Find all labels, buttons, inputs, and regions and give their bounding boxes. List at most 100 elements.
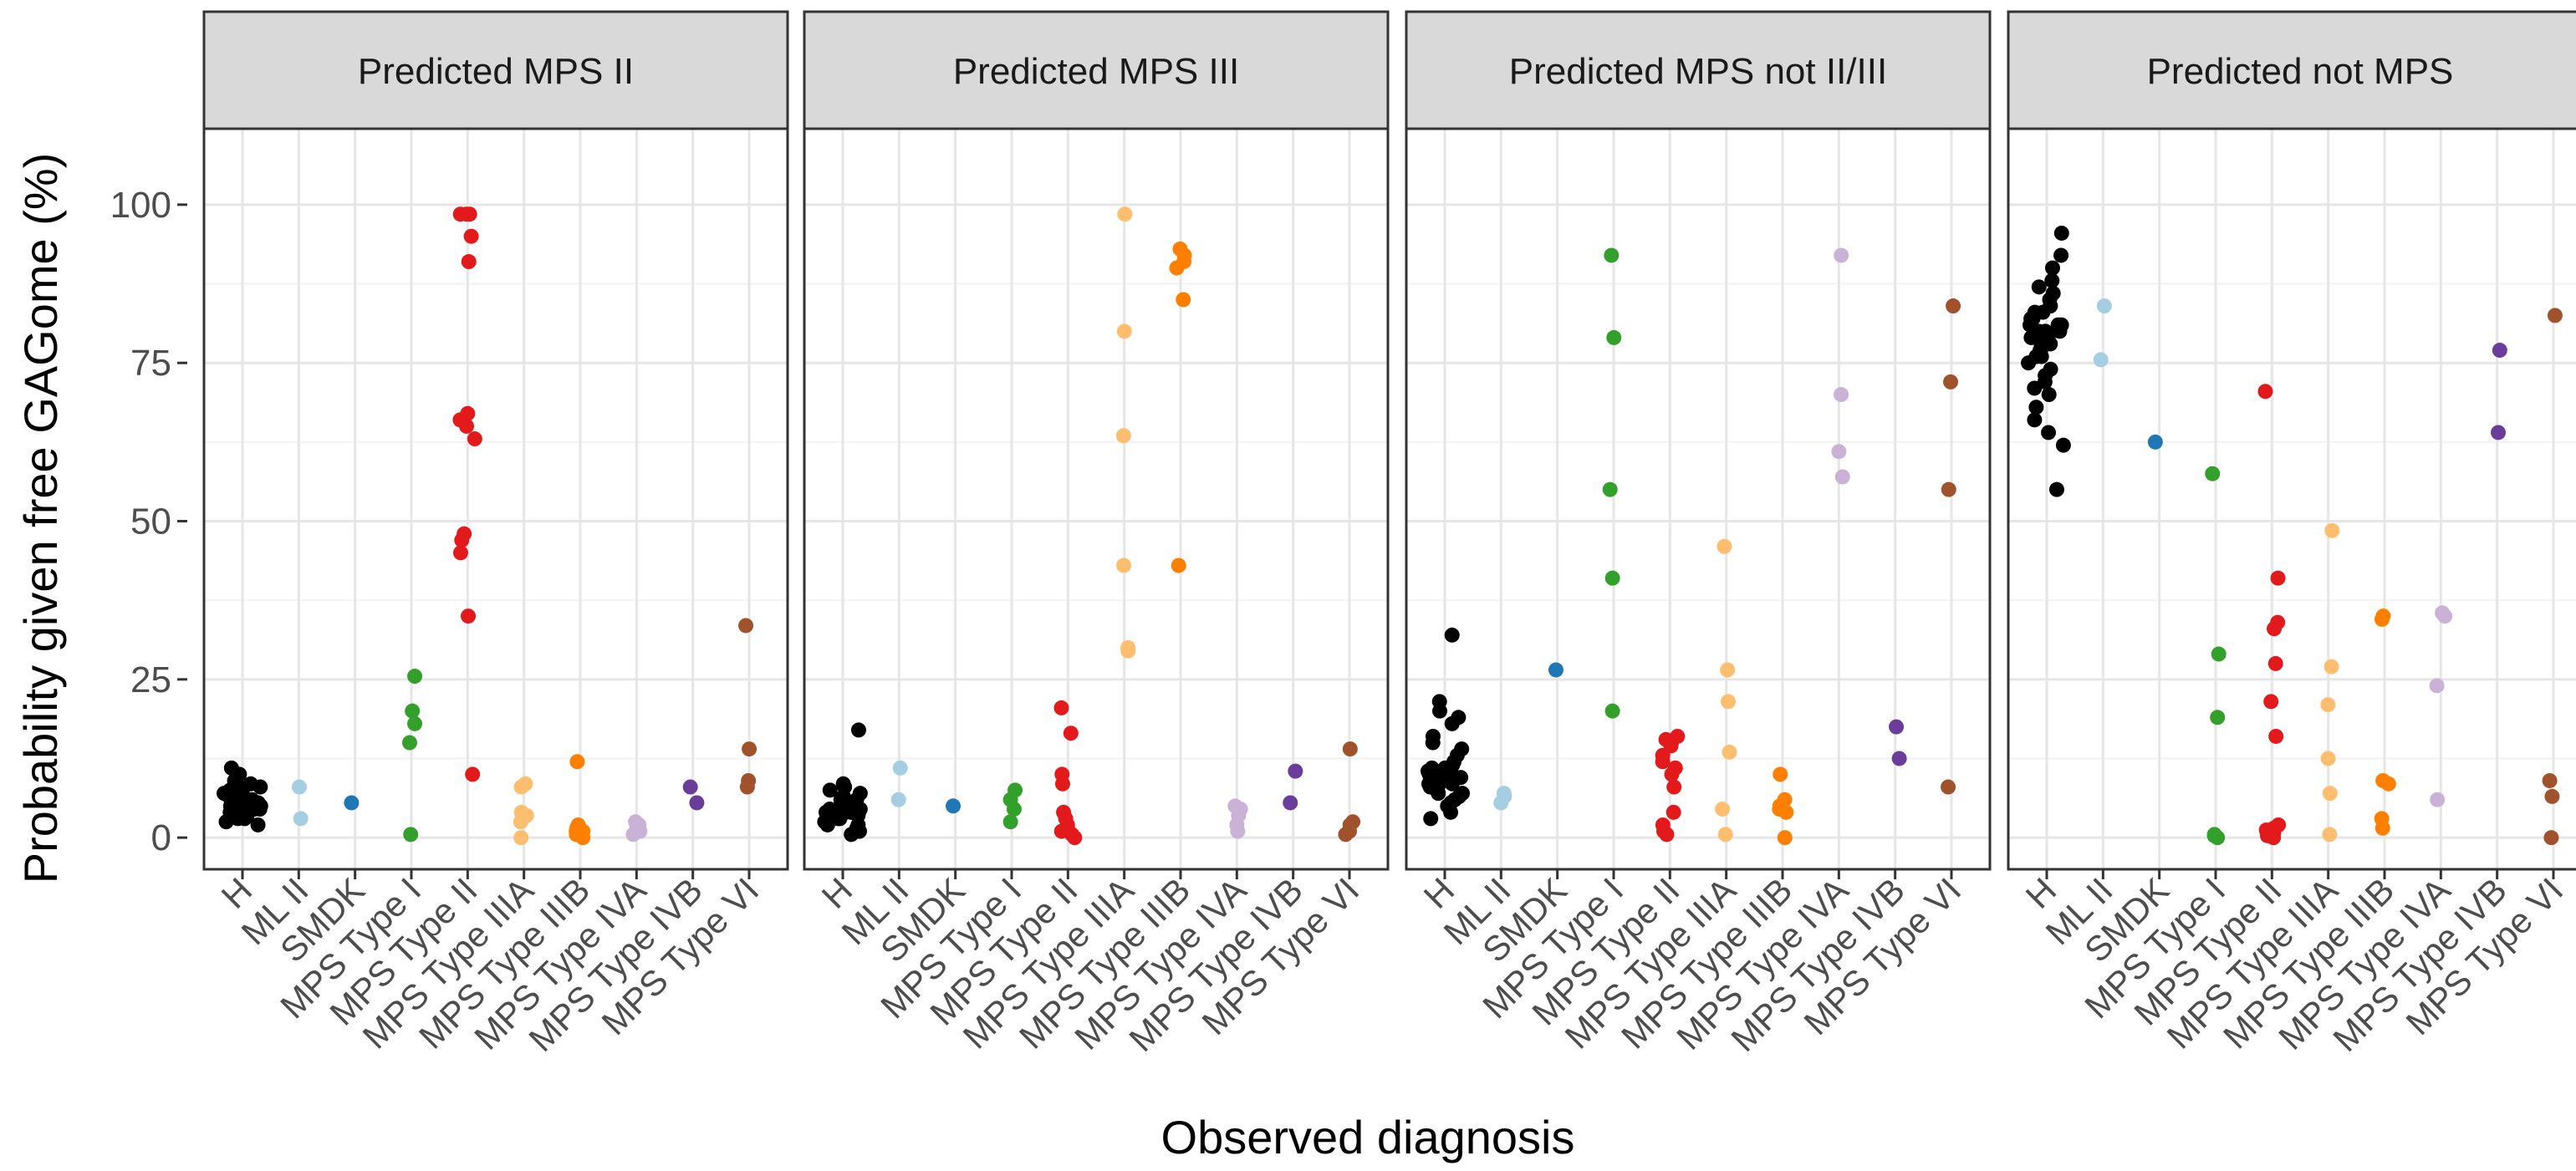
data-point bbox=[2492, 343, 2507, 359]
data-point bbox=[1717, 827, 1733, 843]
data-point bbox=[457, 526, 472, 542]
x-axis-title: Observed diagnosis bbox=[1161, 1111, 1575, 1163]
data-point bbox=[2206, 827, 2222, 843]
data-point bbox=[2491, 425, 2507, 440]
data-point bbox=[2268, 728, 2284, 744]
data-point bbox=[293, 811, 309, 827]
data-point bbox=[946, 798, 962, 814]
data-point bbox=[742, 741, 757, 757]
data-point bbox=[2429, 678, 2445, 694]
data-point bbox=[1834, 469, 1850, 485]
data-point bbox=[822, 782, 838, 798]
data-point bbox=[2028, 400, 2044, 415]
data-point bbox=[452, 545, 468, 561]
data-point bbox=[738, 618, 754, 634]
data-point bbox=[1834, 247, 1849, 263]
data-point bbox=[2435, 605, 2451, 621]
data-point bbox=[1455, 786, 1471, 802]
facet-strip bbox=[2007, 10, 2576, 130]
data-point bbox=[2430, 792, 2446, 807]
data-point bbox=[2374, 811, 2390, 827]
data-point bbox=[1345, 814, 1361, 830]
data-point bbox=[1667, 760, 1683, 776]
data-point bbox=[1720, 662, 1736, 678]
data-point bbox=[2210, 710, 2226, 726]
data-point bbox=[1117, 206, 1133, 222]
data-point bbox=[2375, 772, 2391, 788]
data-point bbox=[1054, 766, 1070, 782]
y-tick-label: 100 bbox=[110, 185, 171, 226]
data-point bbox=[1172, 241, 1188, 257]
data-point bbox=[1834, 387, 1849, 403]
data-point bbox=[1342, 741, 1358, 757]
data-point bbox=[1063, 726, 1079, 741]
data-point bbox=[1665, 804, 1681, 820]
data-point bbox=[513, 804, 529, 820]
data-point bbox=[2044, 272, 2060, 288]
data-point bbox=[2053, 247, 2069, 263]
data-point bbox=[2270, 570, 2286, 586]
data-point bbox=[1604, 570, 1620, 586]
data-point bbox=[1425, 728, 1441, 744]
data-point bbox=[1283, 795, 1298, 811]
data-point bbox=[2324, 659, 2339, 675]
data-point bbox=[1666, 779, 1682, 795]
facet-strip bbox=[803, 10, 1390, 130]
data-point bbox=[2543, 830, 2559, 846]
data-point bbox=[1115, 428, 1131, 444]
data-point bbox=[2053, 317, 2069, 333]
data-point bbox=[2041, 425, 2057, 440]
data-point bbox=[2322, 827, 2338, 843]
data-point bbox=[1889, 719, 1905, 735]
data-point bbox=[1773, 766, 1788, 782]
data-point bbox=[2043, 361, 2058, 377]
data-point bbox=[2375, 608, 2391, 624]
data-point bbox=[890, 792, 906, 807]
data-point bbox=[1777, 830, 1793, 846]
data-point bbox=[1496, 786, 1512, 802]
data-point bbox=[401, 735, 417, 751]
data-point bbox=[1720, 694, 1736, 710]
data-point bbox=[2027, 412, 2043, 428]
y-tick-label: 75 bbox=[130, 343, 171, 384]
data-point bbox=[2263, 694, 2279, 710]
data-point bbox=[1176, 292, 1191, 308]
data-point bbox=[2547, 308, 2563, 323]
data-point bbox=[242, 776, 258, 792]
data-point bbox=[2041, 387, 2057, 403]
data-point bbox=[2322, 786, 2338, 802]
y-tick-label: 50 bbox=[130, 501, 171, 542]
data-point bbox=[1171, 557, 1186, 573]
y-tick-label: 0 bbox=[151, 817, 171, 858]
data-point bbox=[1423, 811, 1439, 827]
data-point bbox=[1002, 814, 1018, 830]
data-point bbox=[2045, 285, 2061, 301]
data-point bbox=[682, 779, 698, 795]
data-point bbox=[2324, 522, 2340, 538]
data-point bbox=[1716, 538, 1732, 554]
data-point bbox=[1941, 779, 1956, 795]
data-point bbox=[1943, 374, 1959, 389]
data-point bbox=[2096, 298, 2112, 314]
data-point bbox=[1056, 804, 1072, 820]
data-point bbox=[1454, 741, 1470, 757]
data-point bbox=[1604, 703, 1620, 719]
data-point bbox=[1715, 802, 1731, 817]
data-point bbox=[628, 814, 644, 830]
facet-strip bbox=[1405, 10, 1992, 130]
data-point bbox=[461, 254, 477, 270]
data-point bbox=[463, 228, 479, 244]
y-axis-title: Probability given free GAGome (%) bbox=[14, 153, 67, 884]
data-point bbox=[1655, 817, 1671, 832]
data-point bbox=[1606, 329, 1622, 345]
data-point bbox=[2205, 466, 2221, 481]
data-point bbox=[465, 766, 481, 782]
data-point bbox=[250, 817, 266, 832]
data-point bbox=[2055, 437, 2071, 453]
data-point bbox=[407, 715, 423, 731]
data-point bbox=[1602, 481, 1618, 497]
